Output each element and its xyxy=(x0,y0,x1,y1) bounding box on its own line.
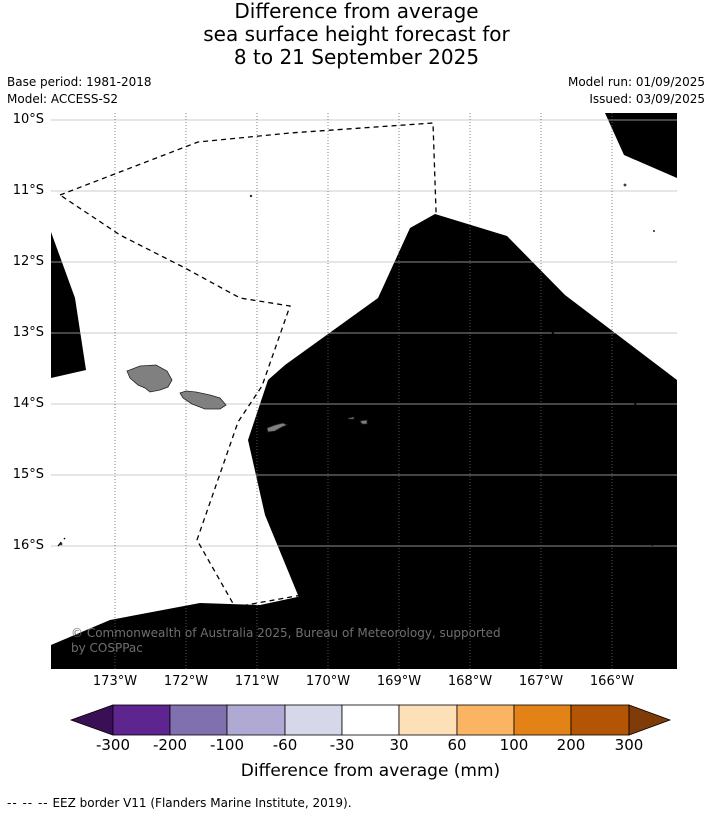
title-line-1: Difference from average xyxy=(234,0,479,23)
colorbar-tick: 300 xyxy=(614,736,644,754)
meta-right: Model run: 01/09/2025 Issued: 03/09/2025 xyxy=(568,74,705,108)
anomaly-band-west xyxy=(51,232,86,378)
ofu-island xyxy=(347,416,355,420)
colorbar-segment xyxy=(169,704,228,736)
colorbar-tick: -30 xyxy=(329,736,355,754)
small-islet xyxy=(623,183,627,187)
eez-dash-symbol: -- -- -- xyxy=(7,796,49,810)
lat-label-15s: 15°S xyxy=(12,467,44,482)
lon-label-167w: 167°W xyxy=(518,674,564,689)
contour-band-light xyxy=(51,113,677,669)
base-period: Base period: 1981-2018 xyxy=(7,75,152,89)
contour-band-medium xyxy=(105,385,617,669)
anomaly-core-east xyxy=(367,385,617,628)
colorbar-segment xyxy=(112,704,171,736)
lon-label-173w: 173°W xyxy=(92,674,138,689)
tutuila-island xyxy=(266,422,288,433)
colorbar-tick: 200 xyxy=(556,736,586,754)
colorbar-tick: 30 xyxy=(389,736,409,754)
colorbar-tick: 100 xyxy=(499,736,529,754)
colorbar-segment xyxy=(570,704,630,736)
eez-samoa xyxy=(59,122,671,659)
issued-date: Issued: 03/09/2025 xyxy=(589,92,705,106)
colorbar-title: Difference from average (mm) xyxy=(240,761,501,781)
model-run: Model run: 01/09/2025 xyxy=(567,75,705,89)
copyright-notice: © Commonwealth of Australia 2025, Bureau… xyxy=(71,626,501,655)
anomaly-core-south xyxy=(105,648,262,669)
eez-legend-text: EEZ border V11 (Flanders Marine Institut… xyxy=(52,796,352,810)
colorbar-segment xyxy=(398,704,458,736)
anomaly-band-northeast xyxy=(605,113,677,178)
lat-label-10s: 10°S xyxy=(12,112,44,127)
colorbar-segment xyxy=(226,704,286,736)
eez-legend-note: -- -- -- EEZ border V11 (Flanders Marine… xyxy=(7,796,352,810)
colorbar-segment xyxy=(513,704,572,736)
lat-label-11s: 11°S xyxy=(12,183,44,198)
tau-island xyxy=(359,419,368,425)
colorbar-tick: 60 xyxy=(447,736,467,754)
colorbar-tick: -300 xyxy=(95,736,131,754)
lat-label-13s: 13°S xyxy=(12,325,44,340)
colorbar-tick: -200 xyxy=(152,736,188,754)
lon-label-168w: 168°W xyxy=(447,674,493,689)
colorbar-segment xyxy=(341,704,400,736)
colorbar-segment xyxy=(456,704,515,736)
lon-label-172w: 172°W xyxy=(163,674,209,689)
lat-label-12s: 12°S xyxy=(12,254,44,269)
title-line-2: sea surface height forecast for xyxy=(203,22,510,46)
lon-label-166w: 166°W xyxy=(589,674,635,689)
small-islet xyxy=(653,229,656,232)
lat-label-16s: 16°S xyxy=(12,538,44,553)
model-name: Model: ACCESS-S2 xyxy=(7,92,119,106)
colorbar-tick: -60 xyxy=(272,736,298,754)
colorbar-segment xyxy=(628,704,672,736)
meta-left: Base period: 1981-2018 Model: ACCESS-S2 xyxy=(7,74,152,108)
colorbar-segment xyxy=(69,704,114,736)
colorbar-tick: -100 xyxy=(209,736,245,754)
map-area xyxy=(51,113,677,669)
lon-label-169w: 169°W xyxy=(376,674,422,689)
swains-island xyxy=(249,194,253,198)
eez-border xyxy=(57,122,671,659)
lon-label-170w: 170°W xyxy=(305,674,351,689)
upolu-island xyxy=(179,390,227,410)
lat-label-14s: 14°S xyxy=(12,396,44,411)
land xyxy=(59,183,656,546)
savaii-island xyxy=(126,364,173,393)
title-line-3: 8 to 21 September 2025 xyxy=(233,45,480,69)
eez-fragment xyxy=(57,537,66,547)
lon-label-171w: 171°W xyxy=(234,674,280,689)
colorbar-segment xyxy=(284,704,343,736)
map-title: Difference from average sea surface heig… xyxy=(0,0,713,69)
colorbar xyxy=(69,704,672,736)
graticule xyxy=(51,119,677,547)
